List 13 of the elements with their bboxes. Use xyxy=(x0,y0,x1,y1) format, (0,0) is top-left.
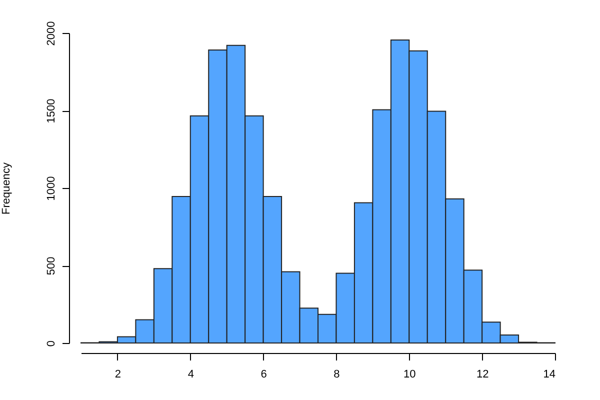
y-tick-label: 1500 xyxy=(46,98,58,124)
x-tick-label: 14 xyxy=(543,368,556,380)
y-axis-title: Frequency xyxy=(0,162,12,214)
x-tick-label: 6 xyxy=(260,368,267,380)
x-tick-label: 2 xyxy=(114,368,122,380)
y-tick-label: 0 xyxy=(46,340,58,347)
x-tick-label: 10 xyxy=(404,368,416,380)
y-tick-label: 2000 xyxy=(46,21,58,46)
x-tick-label: 12 xyxy=(476,368,489,380)
y-tick-label: 500 xyxy=(46,256,58,276)
x-tick-label: 8 xyxy=(334,368,340,380)
y-tick-label: 1000 xyxy=(46,176,58,201)
x-tick-label: 4 xyxy=(188,368,194,380)
